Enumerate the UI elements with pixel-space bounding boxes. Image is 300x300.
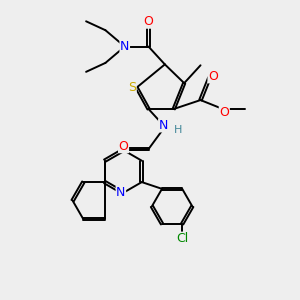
- Text: S: S: [128, 81, 136, 94]
- Text: N: N: [159, 119, 168, 132]
- Text: Cl: Cl: [176, 232, 188, 245]
- Text: H: H: [174, 125, 182, 135]
- Text: N: N: [116, 186, 126, 199]
- Text: O: O: [144, 15, 154, 28]
- Text: N: N: [120, 40, 129, 53]
- Text: O: O: [118, 140, 128, 153]
- Text: O: O: [219, 106, 229, 119]
- Text: O: O: [208, 70, 218, 83]
